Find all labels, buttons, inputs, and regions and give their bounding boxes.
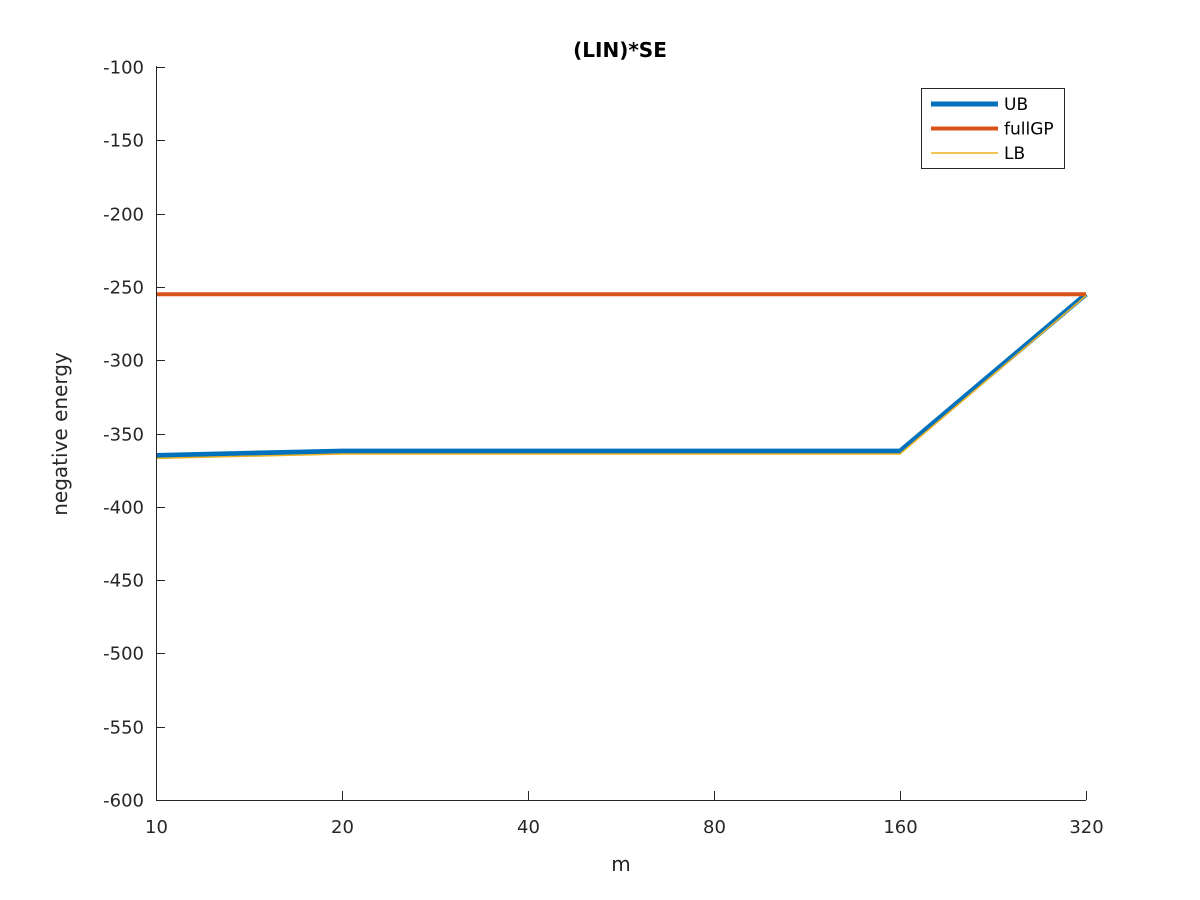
y-tick-label: -100 <box>103 58 144 79</box>
x-tick-label: 40 <box>517 817 540 838</box>
y-tick-label: -400 <box>103 498 144 519</box>
chart-title: (LIN)*SE <box>573 38 667 62</box>
y-tick-label: -350 <box>103 425 144 446</box>
axes <box>156 66 1086 801</box>
y-tick-label: -150 <box>103 131 144 152</box>
y-tick-label: -250 <box>103 278 144 299</box>
plot-lines <box>155 292 1088 460</box>
y-axis-label: negative energy <box>48 352 72 516</box>
series-line-ub <box>155 292 1088 458</box>
legend-label-ub: UB <box>1004 95 1028 115</box>
y-tick-label: -300 <box>103 351 144 372</box>
series-line-lb <box>155 295 1087 460</box>
legend-label-lb: LB <box>1004 144 1025 164</box>
legend: UB fullGP LB <box>921 88 1065 169</box>
x-tick-label: 320 <box>1069 817 1103 838</box>
x-ticks: 10 20 40 80 160 320 <box>145 791 1104 838</box>
y-tick-label: -550 <box>103 718 144 739</box>
y-tick-label: -500 <box>103 644 144 665</box>
y-tick-label: -450 <box>103 571 144 592</box>
legend-label-fullgp: fullGP <box>1004 120 1054 140</box>
y-tick-label: -600 <box>103 791 144 812</box>
x-tick-label: 160 <box>883 817 917 838</box>
x-axis-label: m <box>611 852 630 876</box>
y-ticks: -100 -150 -200 -250 -300 -350 -400 -450 -500 -550… <box>103 58 165 812</box>
x-tick-label: 20 <box>331 817 354 838</box>
x-tick-label: 80 <box>703 817 726 838</box>
x-tick-label: 10 <box>145 817 168 838</box>
y-tick-label: -200 <box>103 205 144 226</box>
